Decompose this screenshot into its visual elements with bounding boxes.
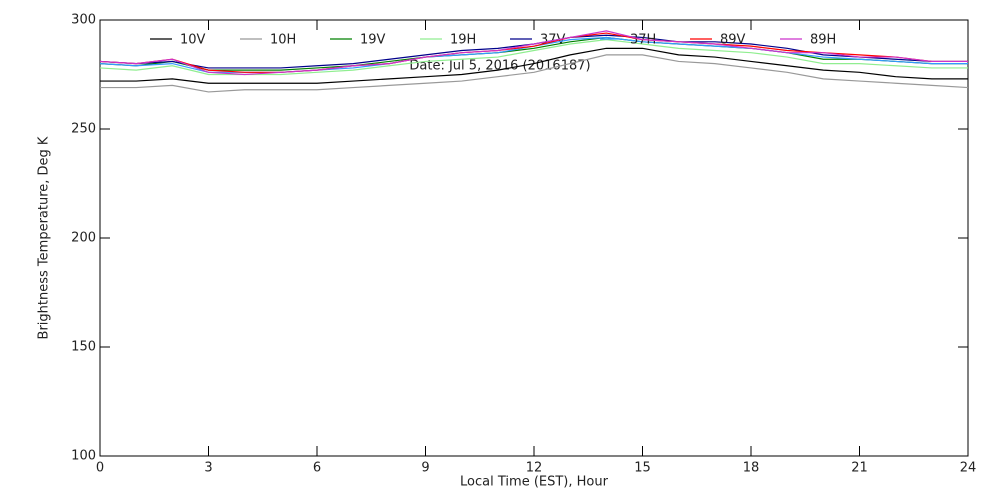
y-tick-label: 150 [71,340,96,355]
x-tick-label: 24 [960,461,977,476]
plot-frame [99,19,969,457]
legend-label: 19H [450,33,476,48]
series-line [100,54,969,93]
legend-label: 10V [180,33,206,48]
y-tick-label: 250 [71,122,96,137]
series-line [100,47,968,84]
y-tick-label: 200 [71,231,96,246]
x-tick-label: 3 [204,461,212,476]
legend-label: 89H [810,33,836,48]
y-tick-label: 300 [71,13,96,28]
series-line [99,36,968,71]
x-tick-label: 12 [526,461,543,476]
y-tick-label: 100 [71,449,96,464]
legend-label: 10H [270,33,296,48]
legend-label: 19V [360,33,386,48]
series-line [99,30,968,76]
x-tick-label: 9 [421,461,429,476]
x-tick-label: 21 [851,461,868,476]
x-tick-label: 18 [743,461,760,476]
x-tick-label: 6 [313,461,321,476]
legend-label: 89V [720,33,746,48]
x-tick-label: 0 [96,461,104,476]
y-axis-label: Brightness Temperature, Deg K [37,136,52,339]
x-axis-label: Local Time (EST), Hour [460,475,609,490]
x-tick-label: 15 [634,461,651,476]
